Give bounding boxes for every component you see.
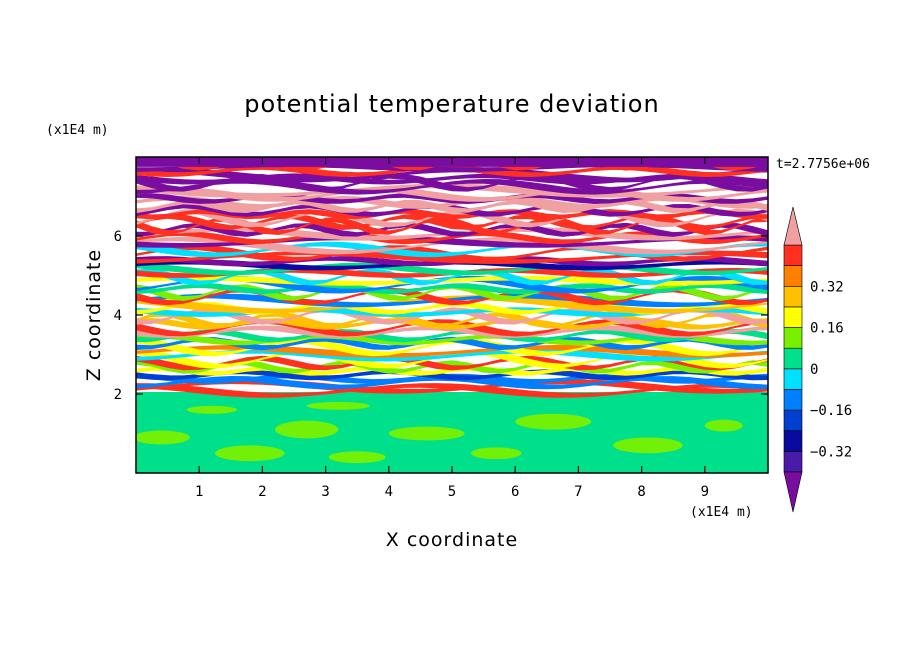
x-tick-label: 4: [385, 484, 393, 500]
field-patch: [470, 447, 522, 460]
field-band: [136, 222, 768, 237]
chart-title: potential temperature deviation: [244, 90, 659, 118]
field-patch: [613, 437, 683, 454]
colorbar-segment: [783, 451, 803, 473]
x-tick-label: 1: [195, 484, 203, 500]
colorbar-segment: [783, 285, 803, 308]
x-tick-label: 5: [448, 484, 456, 500]
field-band: [136, 216, 768, 236]
field-band: [136, 307, 768, 325]
colorbar-label: 0: [810, 362, 818, 378]
time-label: t=2.7756e+06: [776, 157, 870, 172]
field-band: [136, 236, 768, 255]
colorbar-label: −0.32: [810, 444, 852, 460]
x-axis-label: X coordinate: [386, 529, 518, 551]
field-band: [136, 196, 768, 209]
field-patch: [186, 405, 238, 414]
field-band: [136, 275, 768, 294]
y-tick-label: 4: [114, 308, 122, 324]
colorbar-extend-min: [783, 471, 803, 513]
colorbar: 0.32 0.16 0 −0.16 −0.32: [783, 206, 852, 513]
colorbar-extend-max: [783, 206, 803, 246]
y-unit-label: (x1E4 m): [46, 123, 109, 138]
y-axis: 2 4 6: [114, 229, 768, 403]
colorbar-segment: [783, 430, 803, 452]
colorbar-segment: [783, 389, 803, 411]
x-tick-label: 6: [511, 484, 519, 500]
field-patch: [704, 419, 743, 432]
field-band: [136, 383, 768, 398]
field-band: [136, 336, 768, 351]
colorbar-segment: [783, 409, 803, 432]
colorbar-segment: [783, 244, 803, 266]
field-patch: [515, 413, 592, 430]
field-patch: [215, 445, 285, 462]
field-band: [136, 376, 768, 390]
y-axis-label: Z coordinate: [83, 249, 105, 381]
plot-area: [136, 157, 768, 473]
x-tick-label: 2: [258, 484, 266, 500]
field-band: [136, 157, 768, 171]
field-band: [136, 301, 768, 315]
field-patch: [328, 451, 386, 464]
colorbar-segment: [783, 265, 803, 287]
x-tick-label: 3: [321, 484, 329, 500]
field-band: [136, 283, 768, 295]
y-tick-label: 6: [114, 229, 122, 245]
field-band: [136, 325, 768, 338]
field-band: [136, 355, 768, 371]
colorbar-segment: [783, 306, 803, 328]
colorbar-segment: [783, 327, 803, 349]
field-band: [136, 231, 768, 245]
field-patch: [275, 420, 339, 439]
field-band: [136, 241, 768, 258]
field-band: [136, 318, 768, 330]
x-axis: 1 2 3 4 5 6 7 8 9: [195, 157, 709, 500]
field-band: [136, 174, 768, 192]
field-patch: [306, 401, 370, 410]
field-band: [136, 284, 768, 301]
field-band: [136, 328, 768, 343]
field-band: [136, 295, 768, 314]
field-band: [136, 167, 768, 183]
x-tick-label: 7: [574, 484, 582, 500]
colorbar-label: −0.16: [810, 403, 852, 419]
y-tick-label: 2: [114, 387, 122, 403]
colorbar-label: 0.32: [810, 279, 844, 295]
colorbar-segment: [783, 347, 803, 370]
x-tick-label: 8: [637, 484, 645, 500]
field-band: [136, 259, 768, 271]
field-patch: [388, 426, 465, 441]
field-band: [136, 360, 768, 374]
colorbar-label: 0.16: [810, 321, 844, 337]
field-patch: [136, 430, 190, 445]
colorbar-segment: [783, 368, 803, 390]
x-tick-label: 9: [701, 484, 709, 500]
field-band: [136, 369, 768, 381]
x-unit-label: (x1E4 m): [690, 505, 753, 520]
field-band: [136, 183, 768, 198]
field-band: [136, 268, 768, 286]
